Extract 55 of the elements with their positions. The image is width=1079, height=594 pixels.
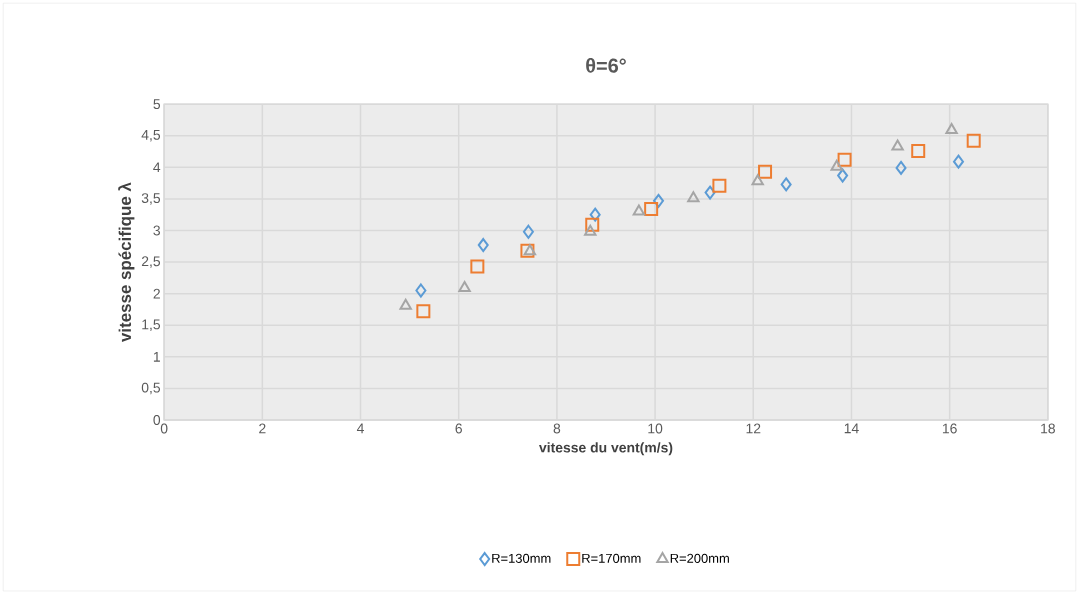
x-axis-title: vitesse du vent(m/s): [539, 442, 673, 456]
point: [945, 122, 958, 134]
y-tick-label: 1: [153, 351, 160, 362]
point: [477, 237, 489, 252]
point: [966, 133, 981, 148]
point: [653, 193, 665, 208]
legend-label: R=200mm: [670, 553, 729, 563]
point: [687, 191, 700, 203]
point: [458, 280, 471, 292]
y-tick-label: 1,5: [142, 319, 161, 331]
point: [584, 224, 597, 236]
x-tick-label: 12: [746, 423, 761, 434]
y-tick-label: 2,5: [141, 256, 161, 268]
y-tick-label: 4: [153, 162, 161, 173]
point: [415, 283, 427, 298]
y-tick-label: 5: [153, 99, 161, 109]
point: [758, 164, 773, 179]
y-tick-label: 0,5: [141, 382, 161, 395]
y-tick-label: 0: [153, 415, 161, 425]
legend-label: R=130mm: [492, 553, 551, 563]
x-tick-label: 0: [160, 423, 168, 434]
y-tick-label: 3,5: [141, 193, 161, 205]
point: [895, 160, 907, 175]
point: [704, 185, 716, 200]
legend-label: R=170mm: [582, 553, 641, 563]
chart-title: θ=6°: [586, 57, 626, 73]
x-tick-label: 8: [553, 423, 561, 434]
point: [470, 259, 485, 274]
point: [891, 139, 904, 151]
x-tick-label: 18: [1041, 423, 1055, 434]
point: [632, 204, 646, 216]
x-tick-label: 6: [455, 423, 462, 434]
y-axis-title: vitesse spécifique λ: [118, 182, 135, 342]
x-tick-label: 4: [356, 423, 364, 434]
x-tick-label: 14: [844, 423, 859, 434]
x-tick-label: 2: [259, 423, 266, 434]
point: [589, 207, 601, 222]
x-tick-label: 10: [648, 423, 663, 434]
point: [399, 298, 412, 310]
point: [644, 201, 659, 216]
point: [830, 159, 843, 171]
y-tick-label: 2: [153, 288, 160, 299]
y-tick-label: 3: [153, 225, 161, 236]
point: [751, 174, 764, 186]
point: [522, 224, 534, 239]
point: [712, 178, 727, 193]
point: [837, 168, 849, 183]
point: [911, 143, 926, 158]
point: [780, 177, 792, 192]
point: [416, 304, 431, 319]
x-tick-label: 16: [942, 423, 957, 434]
point: [585, 217, 600, 232]
point: [952, 154, 964, 169]
y-tick-label: 4,5: [141, 129, 161, 142]
point: [837, 152, 852, 167]
